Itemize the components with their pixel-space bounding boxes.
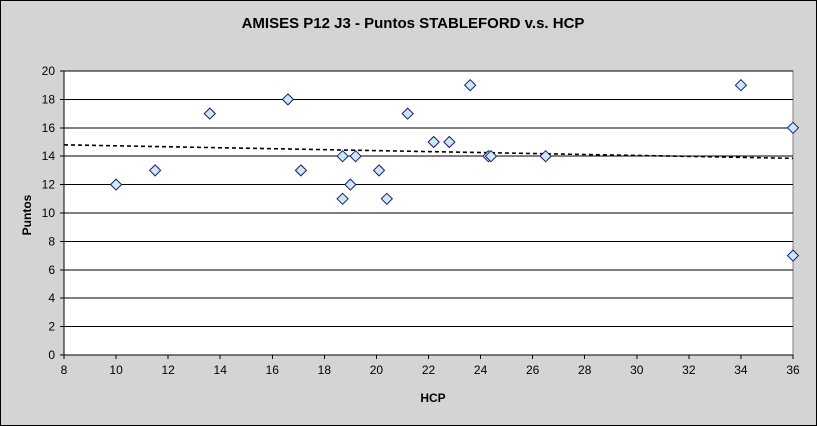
x-tick-label: 18 xyxy=(318,363,332,377)
x-tick-label: 14 xyxy=(214,363,228,377)
x-tick-label: 24 xyxy=(474,363,488,377)
y-tick-label: 20 xyxy=(42,64,56,78)
data-point xyxy=(336,192,349,206)
data-point xyxy=(109,178,123,191)
data-point xyxy=(372,164,386,177)
y-tick-label: 16 xyxy=(42,121,56,135)
x-tick-label: 32 xyxy=(682,363,696,377)
data-point xyxy=(380,192,394,206)
trendline xyxy=(63,144,794,160)
data-point xyxy=(344,178,357,191)
data-point xyxy=(281,93,295,106)
x-tick-label: 30 xyxy=(630,363,644,377)
y-tick-label: 8 xyxy=(48,234,55,248)
data-point xyxy=(427,135,440,149)
y-axis-ticks: 0 2 4 6 8 10 12 14 16 18 20 xyxy=(42,64,65,362)
data-point xyxy=(294,164,308,177)
data-point xyxy=(463,78,477,92)
y-tick-label: 6 xyxy=(48,263,55,277)
data-point xyxy=(539,149,552,163)
x-tick-label: 20 xyxy=(370,363,384,377)
data-point xyxy=(786,121,800,135)
data-point xyxy=(734,78,748,92)
y-axis-label: Puntos xyxy=(20,194,34,235)
data-point xyxy=(786,249,800,262)
x-tick-label: 8 xyxy=(61,363,68,377)
x-axis-ticks: 8 10 12 14 16 18 20 22 24 26 28 30 32 34 36 xyxy=(61,354,800,377)
x-axis-label: HCP xyxy=(420,391,445,405)
x-tick-label: 26 xyxy=(526,363,540,377)
y-tick-label: 12 xyxy=(42,178,56,192)
x-tick-label: 28 xyxy=(578,363,592,377)
x-tick-label: 36 xyxy=(786,363,800,377)
data-point xyxy=(484,149,498,163)
trendline-layer xyxy=(63,144,794,160)
points-layer xyxy=(109,78,800,262)
data-point xyxy=(336,149,349,163)
x-tick-label: 10 xyxy=(109,363,123,377)
data-point xyxy=(401,107,414,120)
x-tick-label: 22 xyxy=(422,363,436,377)
y-tick-label: 10 xyxy=(42,206,56,220)
y-tick-label: 18 xyxy=(42,92,56,106)
data-point xyxy=(443,135,456,149)
y-tick-label: 0 xyxy=(48,348,55,362)
x-tick-label: 34 xyxy=(734,363,748,377)
x-tick-label: 12 xyxy=(161,363,175,377)
y-tick-label: 4 xyxy=(48,291,55,305)
x-tick-label: 16 xyxy=(266,363,280,377)
y-tick-label: 2 xyxy=(48,320,55,334)
y-tick-label: 14 xyxy=(42,149,56,163)
data-point xyxy=(148,164,162,177)
data-point xyxy=(349,149,362,163)
gridlines xyxy=(64,70,793,328)
chart-title: AMISES P12 J3 - Puntos STABLEFORD v.s. H… xyxy=(242,15,585,32)
data-point xyxy=(203,107,217,120)
